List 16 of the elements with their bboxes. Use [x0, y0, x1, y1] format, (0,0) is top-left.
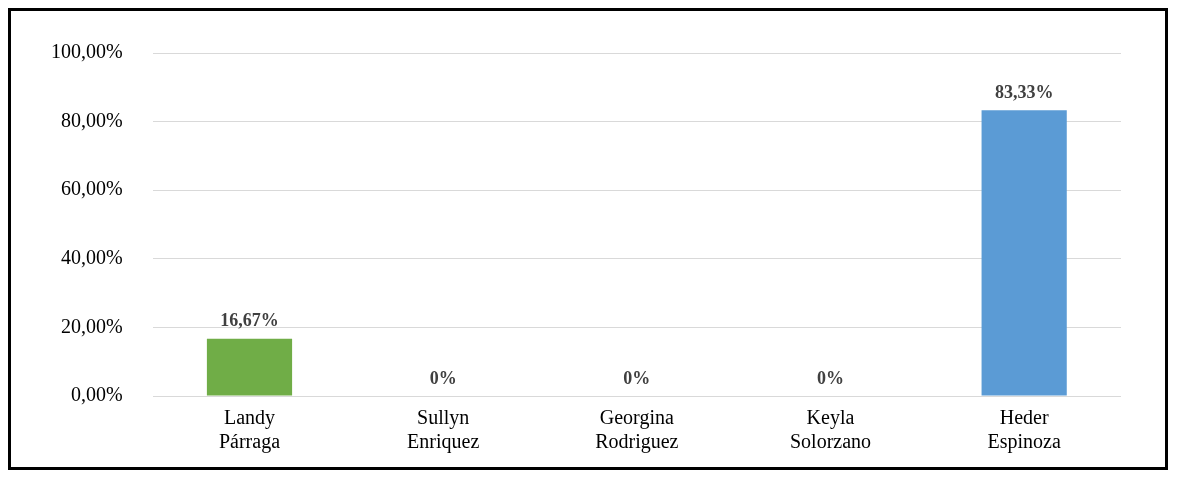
data-label: 0% [623, 367, 651, 388]
y-tick-label: 100,00% [50, 40, 123, 63]
x-tick-label: Keyla Solorzano [789, 406, 872, 453]
x-tick-label: Landy Párraga [218, 406, 281, 454]
data-label: 0% [817, 367, 844, 388]
x-tick-label: Sullyn Enriquez [407, 406, 480, 454]
data-label: 83,33% [994, 81, 1054, 102]
data-label: 0% [429, 367, 457, 388]
data-label: 16,67% [220, 310, 279, 331]
x-tick-label: Georgina Rodriguez [595, 406, 679, 454]
y-tick-label: 80,00% [60, 108, 123, 131]
y-tick-label: 40,00% [60, 246, 123, 269]
y-tick-label: 0,00% [70, 383, 123, 406]
x-tick-label: Heder Espinoza [987, 406, 1061, 454]
y-tick-label: 60,00% [60, 177, 123, 200]
y-tick-label: 20,00% [60, 314, 123, 337]
